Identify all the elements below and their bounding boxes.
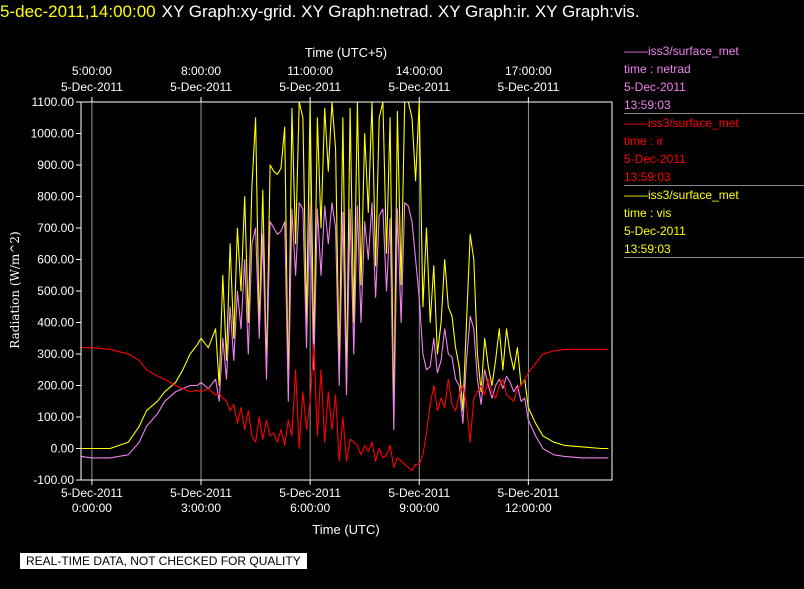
legend-divider (624, 257, 804, 258)
legend-ir: ——iss3/surface_met time : ir 5-Dec-2011 … (624, 114, 804, 186)
x-tick-date: 5-Dec-2011 (279, 486, 341, 500)
legend-divider (624, 113, 804, 114)
x-tick-date: 5-Dec-2011 (497, 486, 559, 500)
legend-divider (624, 185, 804, 186)
top-tick-time: 8:00:00 (181, 64, 221, 78)
y-tick-label: -100.00 (33, 473, 74, 487)
legend-time: 13:59:03 (624, 242, 671, 256)
top-tick-date: 5-Dec-2011 (61, 80, 123, 94)
y-tick-label: 300.00 (37, 347, 74, 361)
x-tick-time: 12:00:00 (505, 501, 552, 515)
top-axis-label: Time (UTC+5) (305, 45, 387, 60)
axis-ticks: 5-Dec-20110:00:005-Dec-20113:00:005-Dec-… (31, 64, 560, 515)
timestamp: 5-dec-2011,14:00:00 (0, 2, 156, 21)
top-tick-date: 5-Dec-2011 (170, 80, 232, 94)
y-tick-label: 1100.00 (32, 95, 75, 109)
x-tick-time: 3:00:00 (181, 501, 221, 515)
grid-lines (91, 102, 529, 480)
legend-date: 5-Dec-2011 (624, 80, 686, 94)
y-tick-label: 0.00 (51, 442, 75, 456)
quality-notice: REAL-TIME DATA, NOT CHECKED FOR QUALITY (20, 553, 307, 569)
top-tick-date: 5-Dec-2011 (279, 80, 341, 94)
top-tick-time: 11:00:00 (287, 64, 333, 78)
x-axis-label: Time (UTC) (312, 522, 379, 537)
y-tick-label: 400.00 (37, 316, 74, 330)
y-tick-label: 800.00 (37, 190, 74, 204)
legend-vis: ——iss3/surface_met time : vis 5-Dec-2011… (624, 186, 804, 258)
series-line-vis (81, 101, 609, 450)
y-tick-label: 900.00 (37, 158, 74, 172)
x-tick-date: 5-Dec-2011 (388, 486, 450, 500)
legend-station: ——iss3/surface_met (624, 188, 739, 202)
plot-frame (80, 101, 613, 481)
x-tick-time: 9:00:00 (399, 501, 439, 515)
legend-time: 13:59:03 (624, 170, 671, 184)
series-group (80, 101, 609, 472)
top-tick-date: 5-Dec-2011 (388, 80, 450, 94)
series-line-netrad (80, 202, 609, 459)
y-tick-label: 100.00 (37, 410, 74, 424)
top-tick-time: 17:00:00 (505, 64, 552, 78)
legend-variable: time : netrad (624, 62, 691, 76)
legend-variable: time : vis (624, 206, 672, 220)
legend-station: ——iss3/surface_met (624, 44, 739, 58)
legend-time: 13:59:03 (624, 98, 671, 112)
top-tick-time: 5:00:00 (72, 64, 112, 78)
legend-date: 5-Dec-2011 (624, 152, 686, 166)
x-tick-date: 5-Dec-2011 (61, 486, 123, 500)
series-line-ir (81, 344, 609, 472)
graph-header: 5-dec-2011,14:00:00 XY Graph:xy-grid. XY … (0, 2, 804, 24)
y-tick-label: 1000.00 (31, 127, 75, 141)
x-tick-date: 5-Dec-2011 (170, 486, 232, 500)
y-axis-label: Radiation (W/m^2) (8, 231, 22, 348)
y-tick-label: 700.00 (37, 221, 74, 235)
top-tick-time: 14:00:00 (396, 64, 443, 78)
legend-netrad: ——iss3/surface_met time : netrad 5-Dec-2… (624, 42, 804, 114)
legend-station: ——iss3/surface_met (624, 116, 739, 130)
x-tick-time: 0:00:00 (72, 501, 112, 515)
top-tick-date: 5-Dec-2011 (497, 80, 559, 94)
y-tick-label: 600.00 (37, 253, 74, 267)
y-tick-label: 200.00 (37, 379, 74, 393)
y-tick-label: 500.00 (37, 284, 74, 298)
legend-variable: time : ir (624, 134, 664, 148)
x-tick-time: 6:00:00 (290, 501, 330, 515)
legend-date: 5-Dec-2011 (624, 224, 686, 238)
graph-list: XY Graph:xy-grid. XY Graph:netrad. XY Gr… (161, 2, 640, 21)
